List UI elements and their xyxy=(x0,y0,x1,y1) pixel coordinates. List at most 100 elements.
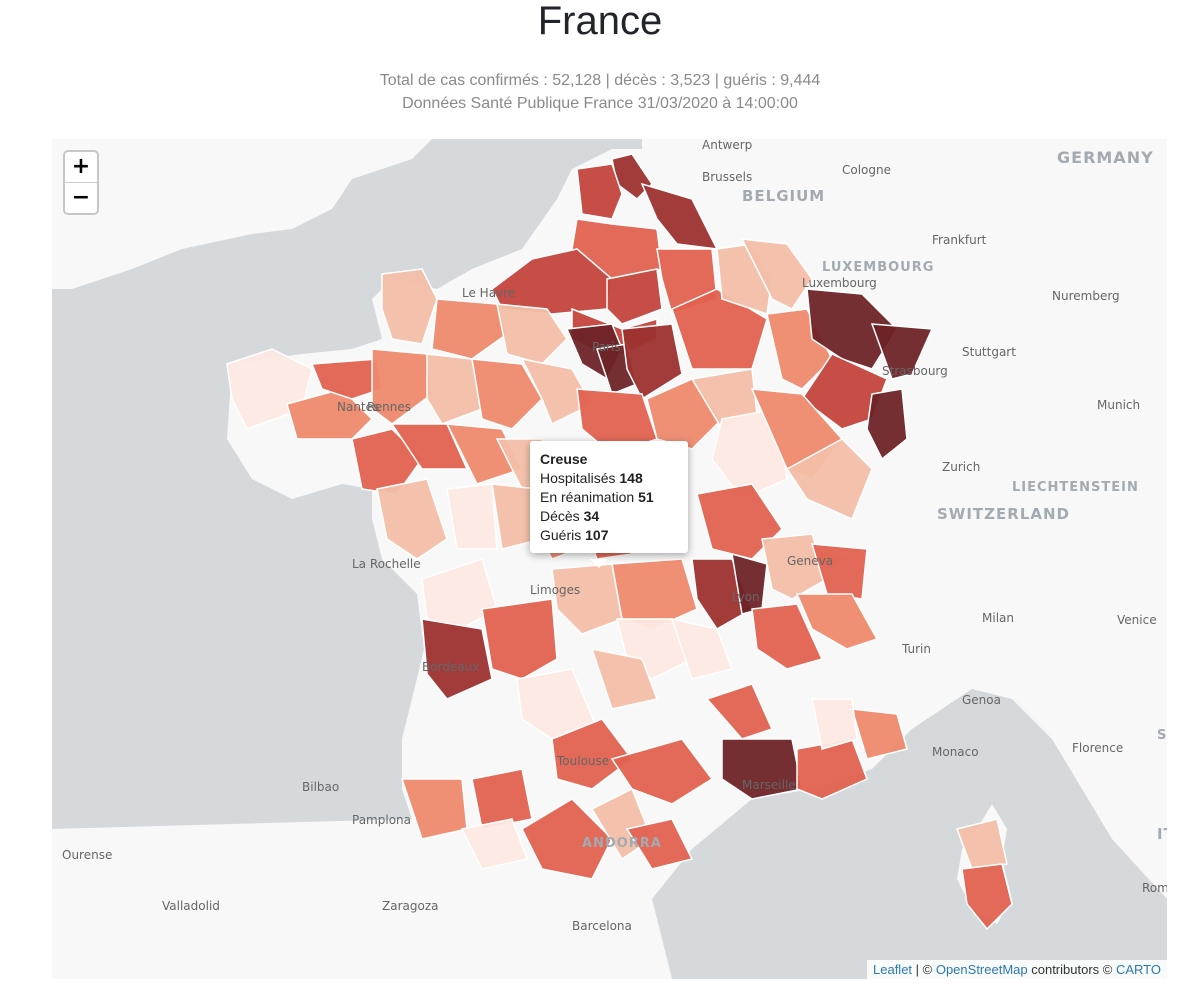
map-label: Antwerp xyxy=(702,139,752,152)
department-region[interactable] xyxy=(956,818,1008,870)
department-region[interactable] xyxy=(621,323,683,401)
zoom-out-button[interactable]: − xyxy=(65,182,97,213)
map-label: Zurich xyxy=(942,460,980,474)
map-label: Marseille xyxy=(742,778,796,792)
department-region[interactable] xyxy=(810,543,868,600)
map-label: ITALY xyxy=(1157,825,1167,843)
department-region[interactable] xyxy=(351,428,423,495)
department-region[interactable] xyxy=(496,303,568,365)
map-label: Rennes xyxy=(367,400,411,414)
carto-link[interactable]: CARTO xyxy=(1115,962,1161,977)
map-label: Paris xyxy=(592,340,621,354)
department-region[interactable] xyxy=(471,768,533,830)
tooltip-row-reanimation: En réanimation 51 xyxy=(540,489,654,505)
tooltip-row-hospitalises: Hospitalisés 148 xyxy=(540,470,643,486)
region-tooltip: Creuse Hospitalisés 148 En réanimation 5… xyxy=(530,441,688,553)
department-region[interactable] xyxy=(446,483,498,550)
zoom-control: + − xyxy=(63,150,99,215)
department-region[interactable] xyxy=(670,617,733,680)
department-region[interactable] xyxy=(740,238,813,310)
department-region[interactable] xyxy=(551,563,623,635)
map-label: Zaragoza xyxy=(382,899,438,913)
department-region[interactable] xyxy=(520,357,594,426)
department-region[interactable] xyxy=(870,323,934,380)
map-label: SAN MARINO xyxy=(1157,728,1167,743)
map-label: Florence xyxy=(1072,741,1123,755)
map-label: Venice xyxy=(1117,613,1157,627)
map-label: Genoa xyxy=(962,693,1001,707)
department-region[interactable] xyxy=(705,683,774,740)
department-region[interactable] xyxy=(381,268,438,345)
map-label: Limoges xyxy=(530,583,580,597)
department-region[interactable] xyxy=(371,348,433,425)
map-label: Milan xyxy=(982,611,1014,625)
map-label: LIECHTENSTEIN xyxy=(1012,480,1139,495)
tooltip-row-gueris: Guéris 107 xyxy=(540,527,609,543)
department-region[interactable] xyxy=(376,478,448,560)
department-region[interactable] xyxy=(431,298,508,360)
map-label: Monaco xyxy=(932,745,979,759)
map-label: Toulouse xyxy=(556,754,609,768)
page-title: France xyxy=(537,0,663,43)
department-region[interactable] xyxy=(421,618,493,700)
department-region[interactable] xyxy=(460,818,529,870)
osm-link[interactable]: OpenStreetMap xyxy=(935,962,1028,977)
map-label: Nuremberg xyxy=(1052,289,1120,303)
map-label: LUXEMBOURG xyxy=(822,260,934,275)
zoom-in-button[interactable]: + xyxy=(71,154,91,179)
department-region[interactable] xyxy=(400,778,468,840)
department-region[interactable] xyxy=(866,388,908,461)
map-label: Brussels xyxy=(702,170,752,184)
map-label: Ourense xyxy=(62,848,112,862)
map[interactable]: GERMANY BELGIUM LUXEMBOURG SWITZERLAND LIECH… xyxy=(52,139,1167,979)
england xyxy=(52,139,432,289)
map-label: Lyon xyxy=(732,590,760,604)
map-label: GERMANY xyxy=(1057,148,1154,167)
department-region[interactable] xyxy=(421,558,498,635)
department-region[interactable] xyxy=(426,353,483,425)
leaflet-link[interactable]: Leaflet xyxy=(873,962,913,977)
tooltip-row-deces: Décès 34 xyxy=(540,508,600,524)
department-region[interactable] xyxy=(390,423,469,470)
map-label: SWITZERLAND xyxy=(937,505,1070,523)
map-label: Barcelona xyxy=(572,919,632,933)
map-label: BELGIUM xyxy=(742,187,825,205)
tooltip-title: Creuse xyxy=(540,451,588,467)
map-label: Le Havre xyxy=(462,286,515,300)
department-region[interactable] xyxy=(310,358,383,400)
map-label: La Rochelle xyxy=(352,557,421,571)
department-region[interactable] xyxy=(625,818,694,870)
summary-stats: Total de cas confirmés : 52,128 | décès … xyxy=(379,72,821,89)
department-region[interactable] xyxy=(471,358,543,430)
department-region[interactable] xyxy=(551,718,634,790)
map-attribution: Leaflet | © OpenStreetMap contributors ©… xyxy=(867,960,1167,979)
department-region[interactable] xyxy=(806,288,898,370)
department-region[interactable] xyxy=(481,598,558,680)
mediterranean-sea xyxy=(652,689,1167,979)
map-label: Turin xyxy=(901,642,931,656)
map-label: Munich xyxy=(1097,398,1140,412)
department-region[interactable] xyxy=(800,353,888,430)
department-region[interactable] xyxy=(751,603,824,670)
map-label: Bordeaux xyxy=(422,660,479,674)
department-region[interactable] xyxy=(721,738,803,800)
department-region[interactable] xyxy=(795,593,879,650)
department-region[interactable] xyxy=(811,698,858,750)
department-region[interactable] xyxy=(850,708,908,760)
department-region[interactable] xyxy=(610,738,714,805)
department-region[interactable] xyxy=(590,648,659,710)
map-label: Strasbourg xyxy=(882,364,948,378)
department-region[interactable] xyxy=(671,288,768,370)
department-region[interactable] xyxy=(576,163,623,220)
map-label: ANDORRA xyxy=(582,836,662,851)
map-label: Nantes xyxy=(337,400,379,414)
map-label: Valladolid xyxy=(162,899,220,913)
department-region[interactable] xyxy=(640,182,719,250)
department-region[interactable] xyxy=(961,863,1013,931)
department-region[interactable] xyxy=(606,268,663,325)
department-region[interactable] xyxy=(785,438,873,521)
map-label: Rome xyxy=(1142,881,1167,895)
map-tiles[interactable]: GERMANY BELGIUM LUXEMBOURG SWITZERLAND LIECH… xyxy=(52,139,1167,979)
department-region[interactable] xyxy=(761,533,828,600)
department-region[interactable] xyxy=(521,798,613,880)
